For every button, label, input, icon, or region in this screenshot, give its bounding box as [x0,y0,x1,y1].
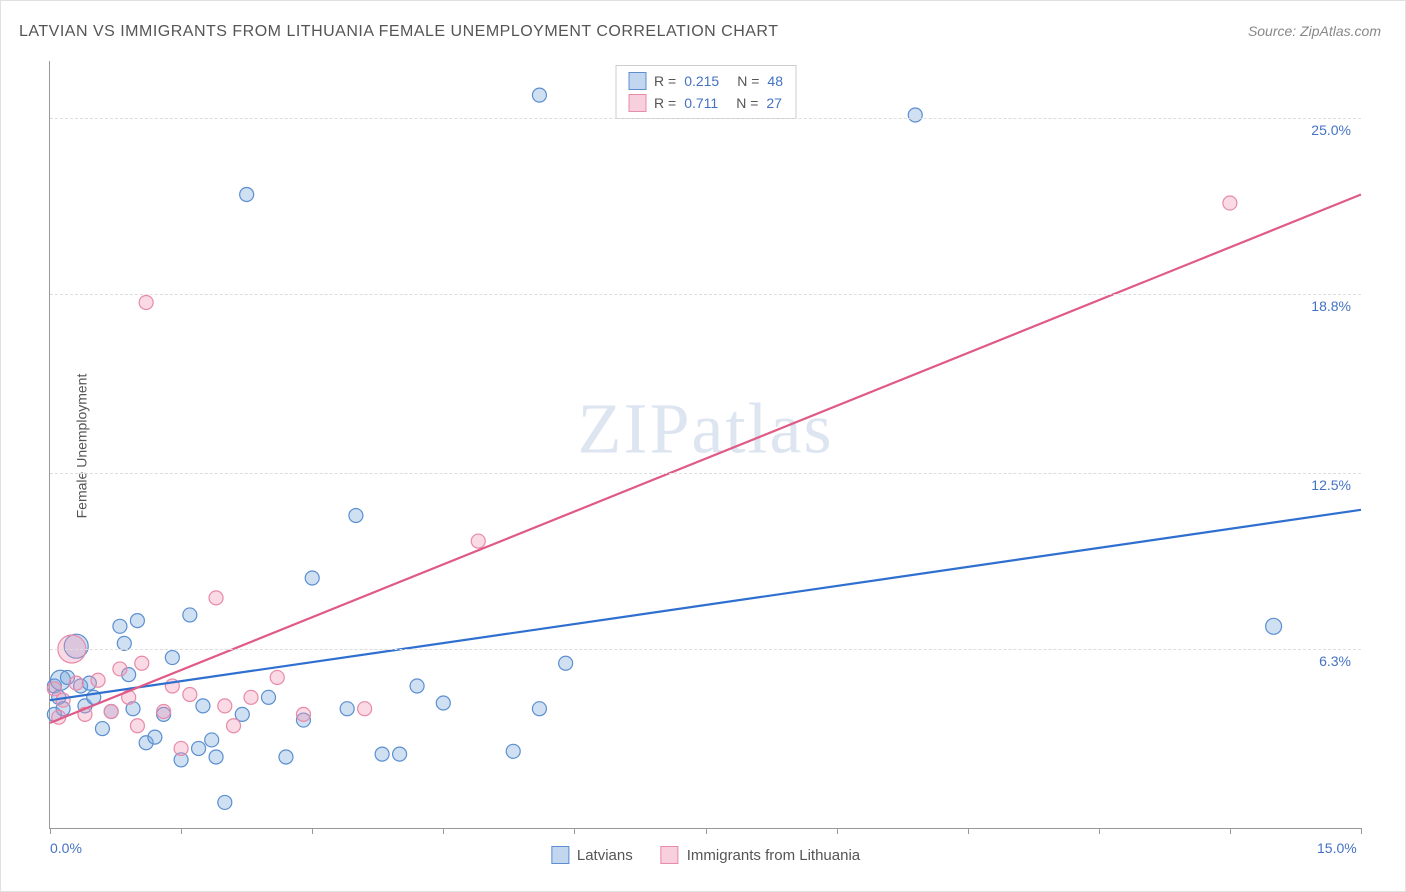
scatter-point [436,696,450,710]
legend-label: Immigrants from Lithuania [687,847,860,864]
scatter-point [393,747,407,761]
x-tick [1361,828,1362,834]
x-tick [181,828,182,834]
scatter-point [262,690,276,704]
swatch-latvians-icon [551,846,569,864]
trend-line [50,195,1361,723]
scatter-point [56,693,70,707]
scatter-point [340,702,354,716]
x-tick [706,828,707,834]
scatter-point [1266,618,1282,634]
scatter-point [358,702,372,716]
chart-container: LATVIAN VS IMMIGRANTS FROM LITHUANIA FEM… [0,0,1406,892]
scatter-point [165,651,179,665]
y-tick-label: 18.8% [1311,298,1351,314]
scatter-point [192,741,206,755]
scatter-point [506,744,520,758]
scatter-point [296,707,310,721]
scatter-point [218,795,232,809]
scatter-point [104,705,118,719]
scatter-point [113,619,127,633]
scatter-point [183,608,197,622]
scatter-point [196,699,210,713]
scatter-point [209,591,223,605]
legend-label: Latvians [577,847,633,864]
legend-item-latvians: Latvians [551,846,633,864]
scatter-point [227,719,241,733]
scatter-point [305,571,319,585]
gridline-h [50,294,1361,295]
scatter-point [559,656,573,670]
scatter-point [908,108,922,122]
scatter-point [532,702,546,716]
scatter-point [532,88,546,102]
legend-item-lithuania: Immigrants from Lithuania [661,846,860,864]
scatter-point [1223,196,1237,210]
gridline-h [50,118,1361,119]
scatter-point [174,741,188,755]
scatter-point [95,722,109,736]
scatter-point [113,662,127,676]
scatter-point [69,676,83,690]
scatter-point [91,673,105,687]
gridline-h [50,473,1361,474]
x-tick [837,828,838,834]
chart-title: LATVIAN VS IMMIGRANTS FROM LITHUANIA FEM… [19,23,778,41]
x-tick [574,828,575,834]
x-tick [1099,828,1100,834]
scatter-point [471,534,485,548]
scatter-point [135,656,149,670]
scatter-point [130,719,144,733]
scatter-point [209,750,223,764]
scatter-point [205,733,219,747]
trend-line [50,510,1361,700]
gridline-h [50,649,1361,650]
scatter-svg [50,61,1361,828]
x-tick [1230,828,1231,834]
y-tick-label: 25.0% [1311,122,1351,138]
source-attribution: Source: ZipAtlas.com [1248,23,1381,39]
scatter-point [157,705,171,719]
scatter-point [130,614,144,628]
y-tick-label: 6.3% [1319,653,1351,669]
scatter-point [148,730,162,744]
plot-area: ZIPatlas R = 0.215 N = 48 R = 0.711 N = … [49,61,1361,829]
x-tick [443,828,444,834]
scatter-point [244,690,258,704]
x-tick [50,828,51,834]
x-tick [968,828,969,834]
scatter-point [279,750,293,764]
scatter-point [218,699,232,713]
swatch-lithuania-icon [661,846,679,864]
x-tick-label-max: 15.0% [1317,840,1357,856]
scatter-point [240,188,254,202]
x-tick-label-min: 0.0% [50,840,82,856]
y-tick-label: 12.5% [1311,477,1351,493]
scatter-point [183,687,197,701]
scatter-point [349,509,363,523]
x-tick [312,828,313,834]
scatter-point [375,747,389,761]
scatter-point [270,670,284,684]
scatter-point [410,679,424,693]
scatter-point [139,295,153,309]
series-legend: Latvians Immigrants from Lithuania [551,846,860,864]
